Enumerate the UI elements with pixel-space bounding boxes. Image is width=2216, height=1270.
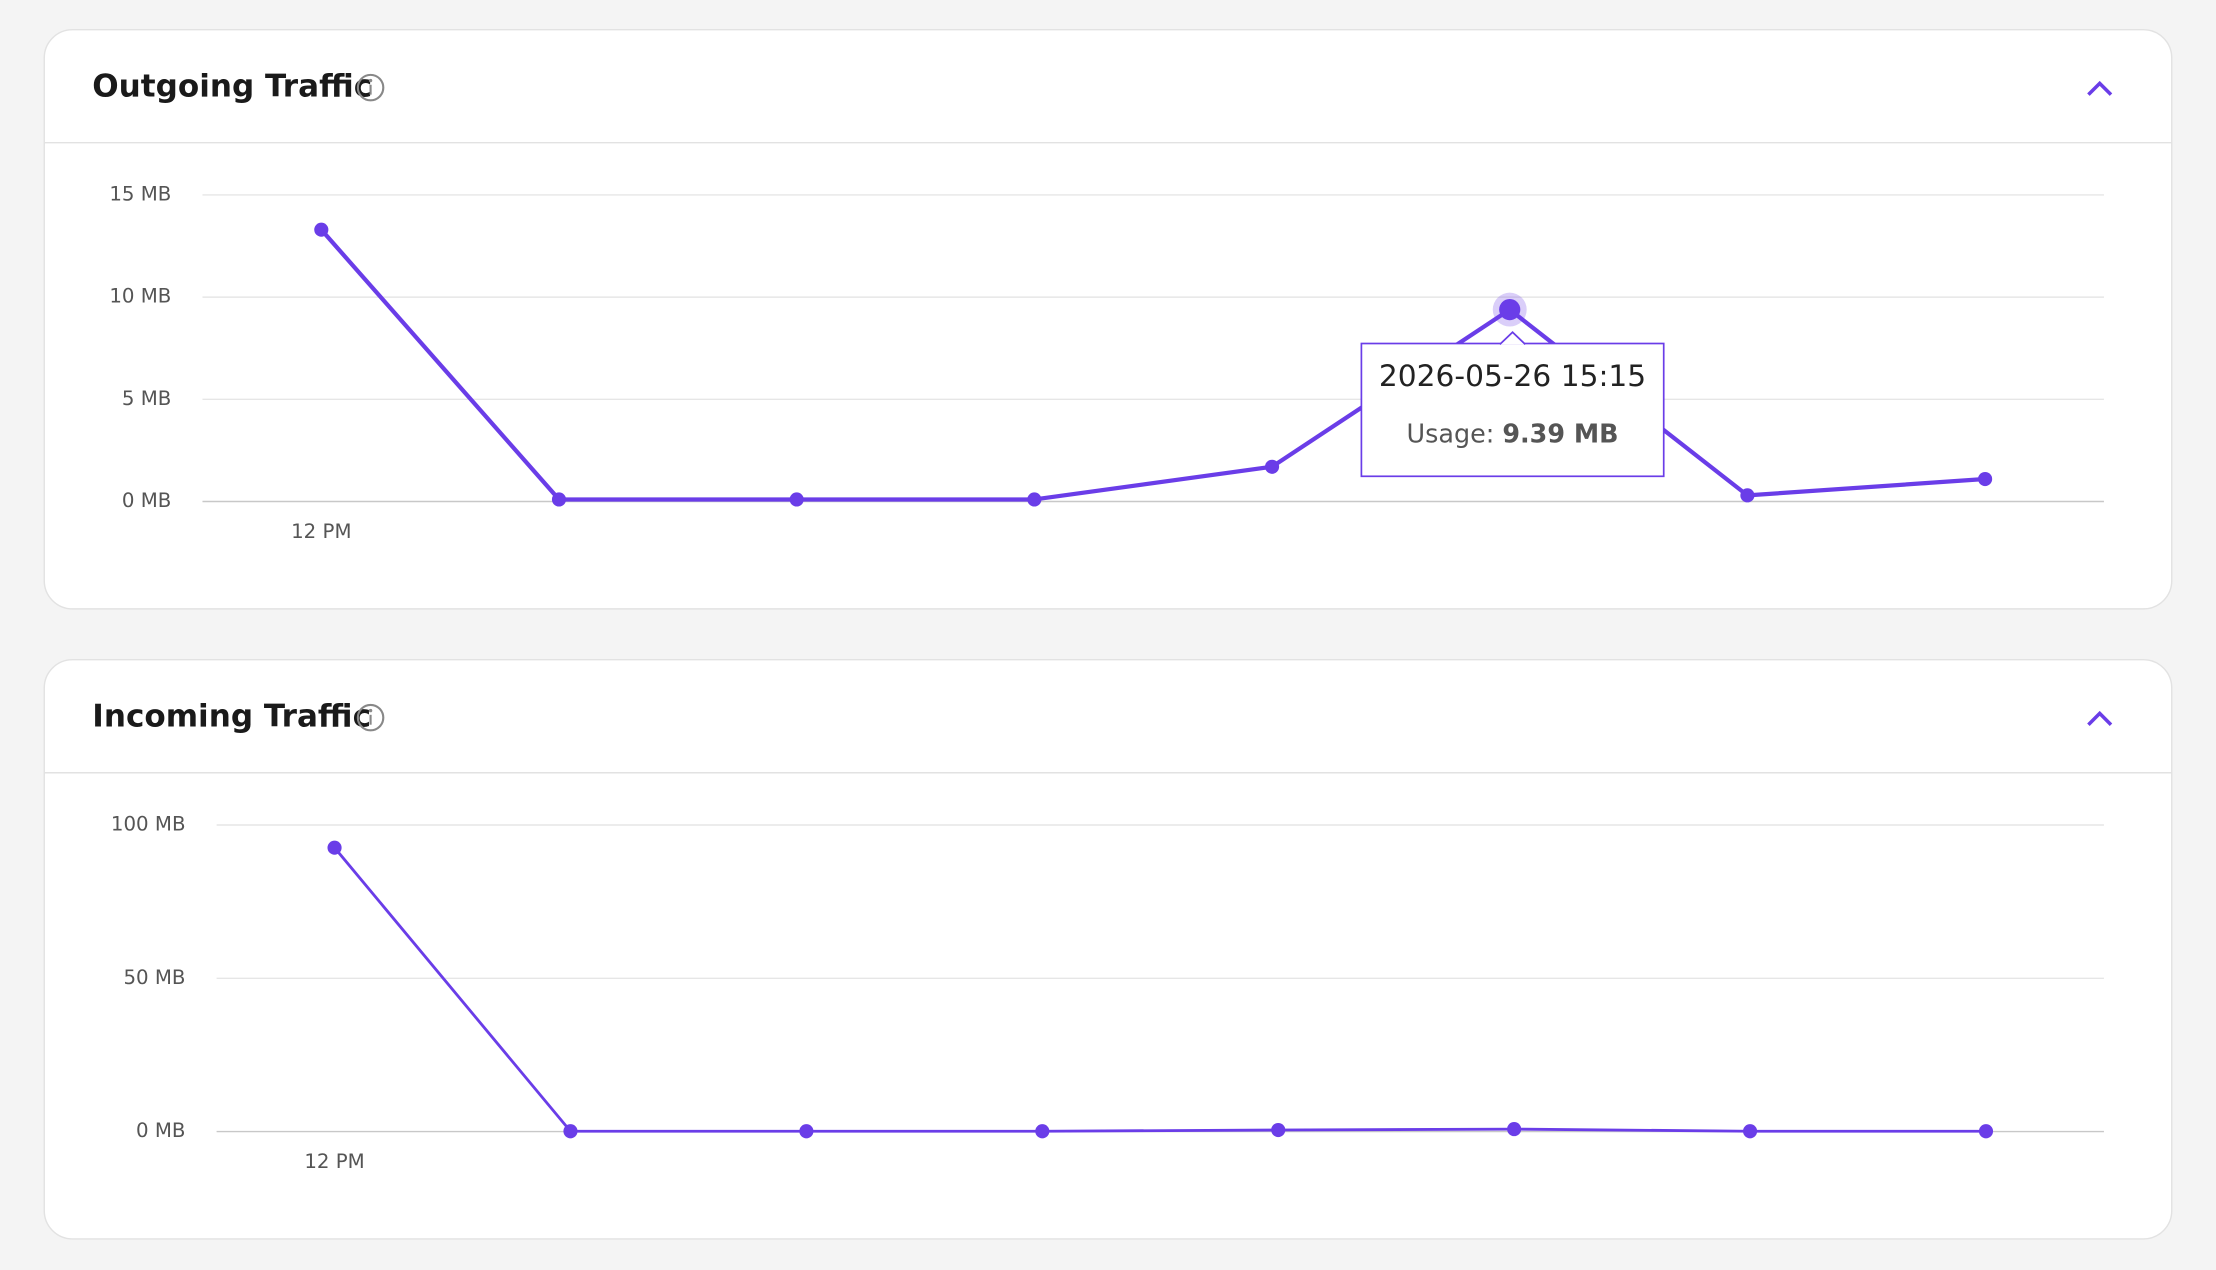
data-point <box>799 1124 814 1139</box>
panel <box>43 659 2173 1240</box>
data-point <box>314 222 329 237</box>
y-tick-label: 0 MB <box>122 489 171 512</box>
data-line <box>333 846 1986 1133</box>
tooltip-value: 9.39 MB <box>1502 418 1618 448</box>
y-tick-label: 0 MB <box>136 1119 185 1142</box>
tooltip-title: 2026-05-26 15:15 <box>1379 358 1646 393</box>
x-tick-label: 12 PM <box>304 1150 364 1173</box>
panel <box>43 28 2173 610</box>
y-tick-label: 100 MB <box>111 813 186 836</box>
data-point <box>563 1124 578 1139</box>
data-point <box>789 492 804 507</box>
data-point <box>1507 1122 1522 1137</box>
info-icon[interactable] <box>356 703 385 732</box>
data-point <box>327 840 342 855</box>
data-point <box>1499 299 1521 321</box>
collapse-chevron[interactable] <box>2087 80 2113 96</box>
data-point <box>1743 1124 1758 1139</box>
data-point <box>1978 1124 1994 1139</box>
data-point <box>1271 1122 1286 1138</box>
data-point <box>1740 488 1755 503</box>
data-point <box>1035 1124 1050 1139</box>
panel-title: Incoming Traffic <box>92 699 371 735</box>
y-tick-label: 10 MB <box>109 285 171 308</box>
data-point <box>1027 492 1042 507</box>
tooltip: 2026-05-26 15:15 Usage: 9.39 MB <box>1360 331 1665 478</box>
data-point <box>1978 471 1993 487</box>
info-icon[interactable] <box>356 73 385 102</box>
tooltip-label: Usage: <box>1407 418 1495 448</box>
tooltip-body: Usage: 9.39 MB <box>1407 418 1619 448</box>
y-tick-label: 50 MB <box>123 966 185 989</box>
tooltip-arrow <box>1499 331 1526 345</box>
x-tick-label: 12 PM <box>291 520 351 543</box>
data-line <box>319 228 1986 502</box>
collapse-chevron[interactable] <box>2087 710 2113 726</box>
data-point <box>551 492 567 507</box>
tooltip-box <box>1360 342 1665 478</box>
y-tick-label: 15 MB <box>109 182 171 205</box>
data-point <box>1264 459 1280 474</box>
y-tick-label: 5 MB <box>122 387 171 410</box>
panel-title: Outgoing Traffic <box>92 69 372 105</box>
